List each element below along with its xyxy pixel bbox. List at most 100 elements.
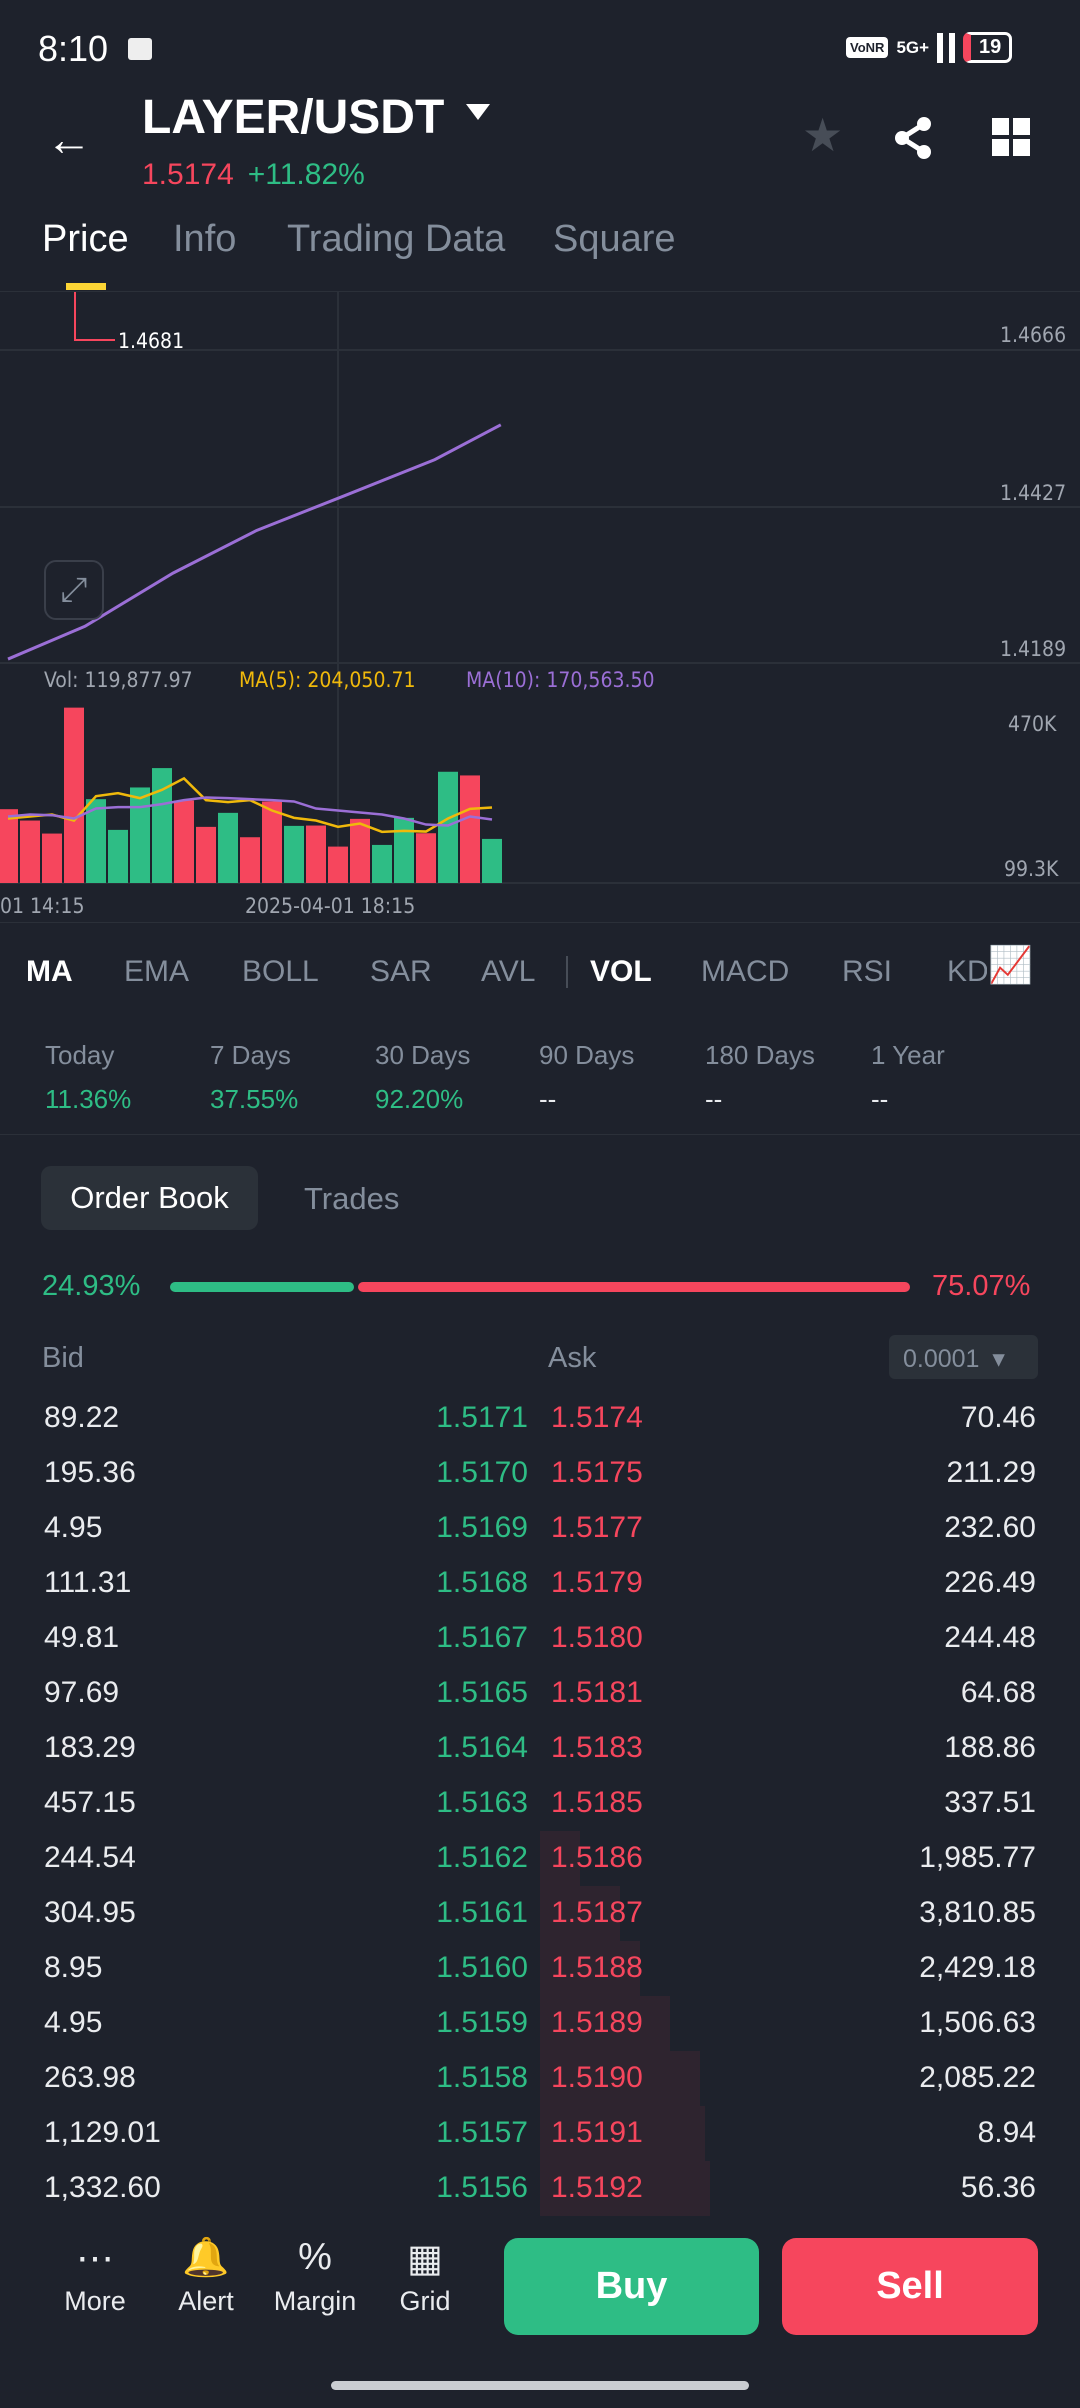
order-row[interactable]: 183.29 1.5164 1.5183 188.86 <box>0 1721 1080 1776</box>
buy-button[interactable]: Buy <box>504 2238 759 2335</box>
volume-bar <box>394 817 414 883</box>
price-change: +11.82% <box>247 158 365 191</box>
indicator-rsi[interactable]: RSI <box>842 955 893 988</box>
share-icon[interactable] <box>892 116 936 160</box>
network-label: 5G+ <box>896 37 930 57</box>
ask-depth-bar <box>540 2051 700 2106</box>
indicator-kd[interactable]: KD <box>947 955 987 988</box>
order-row[interactable]: 89.22 1.5171 1.5174 70.46 <box>0 1391 1080 1446</box>
ask-depth-bar <box>540 1831 580 1886</box>
favorite-star-icon[interactable]: ★ <box>802 109 844 161</box>
indicator-ma[interactable]: MA <box>26 955 73 988</box>
volume-bar <box>262 801 282 883</box>
precision-select[interactable]: 0.0001 ▾ <box>889 1335 1038 1379</box>
ask-price: 1.5180 <box>551 1621 643 1654</box>
ask-quantity: 56.36 <box>960 2171 1036 2204</box>
bid-price: 1.5158 <box>436 2061 528 2094</box>
indicator-sar[interactable]: SAR <box>370 955 432 988</box>
order-row[interactable]: 1,332.60 1.5156 1.5192 56.36 <box>0 2161 1080 2216</box>
buy-label: Buy <box>595 2265 668 2307</box>
order-row[interactable]: 49.81 1.5167 1.5180 244.48 <box>0 1611 1080 1666</box>
tab-trades[interactable]: Trades <box>304 1181 400 1216</box>
tab-square[interactable]: Square <box>553 218 676 260</box>
indicator-avl[interactable]: AVL <box>481 955 536 988</box>
order-row[interactable]: 8.95 1.5160 1.5188 2,429.18 <box>0 1941 1080 1996</box>
indicator-settings-icon[interactable]: 📈 <box>988 944 1044 994</box>
ask-price: 1.5187 <box>551 1896 643 1929</box>
bid-quantity: 304.95 <box>44 1896 136 1929</box>
ma10-legend: MA(10): 170,563.50 <box>466 668 655 692</box>
price-chart[interactable] <box>0 0 1080 930</box>
bid-quantity: 183.29 <box>44 1731 136 1764</box>
order-row[interactable]: 304.95 1.5161 1.5187 3,810.85 <box>0 1886 1080 1941</box>
indicator-ema[interactable]: EMA <box>124 955 190 988</box>
sell-button[interactable]: Sell <box>782 2238 1038 2335</box>
ask-price: 1.5189 <box>551 2006 643 2039</box>
bid-price: 1.5159 <box>436 2006 528 2039</box>
ask-depth-bar <box>540 2161 710 2216</box>
order-row[interactable]: 263.98 1.5158 1.5190 2,085.22 <box>0 2051 1080 2106</box>
tab-trading-data[interactable]: Trading Data <box>287 218 506 260</box>
order-row[interactable]: 244.54 1.5162 1.5186 1,985.77 <box>0 1831 1080 1886</box>
tab-order-book[interactable]: Order Book <box>41 1166 258 1230</box>
indicator-vol[interactable]: VOL <box>590 955 652 988</box>
volume-bar <box>130 787 150 883</box>
order-row[interactable]: 195.36 1.5170 1.5175 211.29 <box>0 1446 1080 1501</box>
bid-quantity: 49.81 <box>44 1621 120 1654</box>
grid-button[interactable]: ▦ Grid <box>370 2236 480 2317</box>
indicator-macd[interactable]: MACD <box>701 955 790 988</box>
volume-tick: 470K <box>1008 712 1057 736</box>
order-row[interactable]: 4.95 1.5169 1.5177 232.60 <box>0 1501 1080 1556</box>
volume-bar <box>174 800 194 883</box>
bid-quantity: 8.95 <box>44 1951 103 1984</box>
expand-chart-button[interactable]: ⤢ <box>44 560 104 620</box>
order-row[interactable]: 111.31 1.5168 1.5179 226.49 <box>0 1556 1080 1611</box>
order-row[interactable]: 457.15 1.5163 1.5185 337.51 <box>0 1776 1080 1831</box>
ask-depth-bar <box>540 2106 705 2161</box>
time-tick: 2025-04-01 18:15 <box>245 894 416 918</box>
bid-quantity: 195.36 <box>44 1456 136 1489</box>
pair-title[interactable]: LAYER/USDT <box>142 91 445 144</box>
ask-quantity: 2,429.18 <box>919 1951 1036 1984</box>
stat-label: 30 Days <box>375 1040 471 1070</box>
ask-depth-bar <box>540 1996 670 2051</box>
volume-bar <box>218 812 238 883</box>
volume-bar <box>284 825 304 883</box>
divider <box>566 956 568 988</box>
back-button[interactable]: ← <box>46 113 92 165</box>
tab-info[interactable]: Info <box>173 218 237 260</box>
bid-quantity: 4.95 <box>44 2006 103 2039</box>
bid-ratio-fill <box>170 1282 355 1292</box>
home-indicator[interactable] <box>331 2381 749 2390</box>
ask-price: 1.5174 <box>551 1401 643 1434</box>
grid-layout-icon[interactable] <box>992 118 1030 156</box>
tab-price[interactable]: Price <box>42 218 129 260</box>
bid-quantity: 1,129.01 <box>44 2116 161 2149</box>
pair-dropdown-icon[interactable] <box>466 104 490 120</box>
bid-quantity: 244.54 <box>44 1841 136 1874</box>
ask-price: 1.5179 <box>551 1566 643 1599</box>
order-row[interactable]: 97.69 1.5165 1.5181 64.68 <box>0 1666 1080 1721</box>
order-row[interactable]: 1,129.01 1.5157 1.5191 8.94 <box>0 2106 1080 2161</box>
indicator-boll[interactable]: BOLL <box>242 955 319 988</box>
price-ma-line <box>7 423 502 661</box>
volume-bar <box>460 775 480 883</box>
more-button[interactable]: ⋯ More <box>40 2236 150 2317</box>
ask-quantity: 211.29 <box>946 1456 1036 1489</box>
volume-bar <box>152 768 172 883</box>
alert-button[interactable]: 🔔 Alert <box>151 2236 261 2317</box>
volume-bar <box>108 829 128 883</box>
ask-price: 1.5191 <box>551 2116 643 2149</box>
signal-icon <box>937 32 956 63</box>
margin-button[interactable]: % Margin <box>260 2236 370 2317</box>
bid-quantity: 1,332.60 <box>44 2171 161 2204</box>
margin-label: Margin <box>273 2286 357 2316</box>
bid-price: 1.5167 <box>436 1621 528 1654</box>
grid-label: Grid <box>399 2286 451 2316</box>
stat-label: 1 Year <box>871 1040 945 1070</box>
order-row[interactable]: 4.95 1.5159 1.5189 1,506.63 <box>0 1996 1080 2051</box>
volume-bar <box>86 799 106 883</box>
bid-quantity: 111.31 <box>44 1566 132 1599</box>
ask-price: 1.5175 <box>551 1456 643 1489</box>
bid-price: 1.5168 <box>436 1566 528 1599</box>
